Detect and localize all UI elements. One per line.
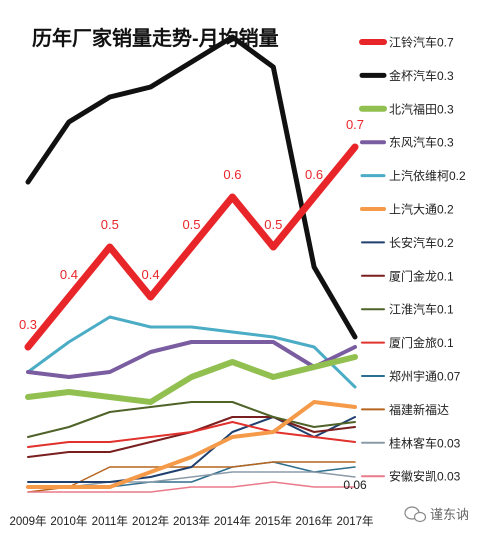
series-line-8 xyxy=(27,401,356,438)
data-label: 0.4 xyxy=(60,267,78,282)
data-label: 0.6 xyxy=(223,167,241,182)
x-tick-label: 2017年 xyxy=(336,514,373,528)
series-line-12 xyxy=(27,471,356,488)
x-axis-tick-labels: 2009年 2010年 2011年 2012年 2013年 2014年 2015年 2016年… xyxy=(9,514,373,528)
legend-entry: 上汽大通0.2 xyxy=(389,202,454,217)
legend-entry: 厦门金龙0.1 xyxy=(389,268,454,283)
data-label: 0.06 xyxy=(343,478,367,492)
data-label: 0.5 xyxy=(101,217,119,232)
x-tick-label: 2010年 xyxy=(50,514,87,528)
data-label: 0.6 xyxy=(305,167,323,182)
legend-entry: 东风汽车0.3 xyxy=(389,135,454,150)
x-tick-label: 2014年 xyxy=(214,514,251,528)
watermark-text: 谨东讷 xyxy=(430,507,469,522)
series-line-6 xyxy=(27,416,356,483)
series-line-3 xyxy=(26,340,357,379)
legend: 江铃汽车0.7 金杯汽车0.3 北汽福田0.3 东风汽车0.3 上汽依维柯0.2 上汽大通… xyxy=(359,35,466,484)
legend-entry: 桂林客车0.03 xyxy=(389,435,461,450)
x-tick-label: 2011年 xyxy=(92,514,128,528)
legend-entry: 江淮汽车0.1 xyxy=(389,302,454,317)
x-tick-label: 2015年 xyxy=(255,514,292,528)
x-tick-label: 2009年 xyxy=(9,514,46,528)
legend-entry: 金杯汽车0.3 xyxy=(389,68,454,83)
series-line-5 xyxy=(26,400,357,489)
data-label: 0.5 xyxy=(182,217,200,232)
legend-entry: 福建新福达 xyxy=(389,402,449,417)
wechat-icon xyxy=(404,506,427,523)
x-tick-label: 2012年 xyxy=(132,514,169,528)
watermark: 谨东讷 xyxy=(404,506,469,523)
series-line-1 xyxy=(25,34,358,340)
x-tick-label: 2013年 xyxy=(173,514,210,528)
x-tick-label: 2016年 xyxy=(296,514,333,528)
data-labels: 0.3 0.4 0.5 0.4 0.5 0.6 0.5 0.6 0.7 0.06 xyxy=(19,117,367,492)
legend-entry: 上汽依维柯0.2 xyxy=(389,168,466,183)
series-line-0 xyxy=(24,143,359,351)
data-label: 0.5 xyxy=(264,217,282,232)
legend-entry: 长安汽车0.2 xyxy=(389,235,454,250)
series-line-13 xyxy=(27,481,356,493)
legend-entry: 江铃汽车0.7 xyxy=(389,35,454,50)
series-line-4 xyxy=(26,315,357,389)
series-line-9 xyxy=(27,421,356,448)
legend-entry: 安徽安凯0.03 xyxy=(389,469,461,484)
series-lines xyxy=(24,34,359,493)
data-label: 0.7 xyxy=(346,117,364,132)
data-label: 0.4 xyxy=(142,267,160,282)
series-line-2 xyxy=(25,354,358,405)
data-label: 0.3 xyxy=(19,317,37,332)
legend-entry: 郑州宇通0.07 xyxy=(389,369,461,384)
legend-entry: 厦门金旅0.1 xyxy=(389,335,454,350)
legend-entry: 北汽福田0.3 xyxy=(389,101,454,116)
